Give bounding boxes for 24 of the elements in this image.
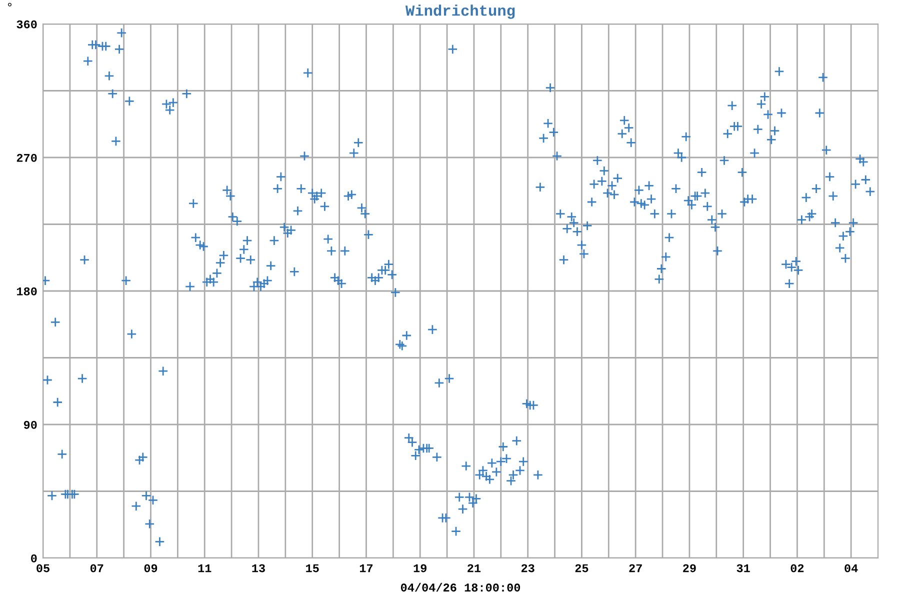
x-tick-label: 21	[468, 564, 481, 572]
x-axis-title: 04/04/26 18:00:00	[400, 582, 520, 592]
x-tick-label: 29	[683, 564, 696, 572]
x-tick-label: 13	[252, 564, 265, 572]
y-tick-label: 270	[16, 154, 37, 162]
x-tick-label: 02	[790, 564, 804, 572]
y-tick-label: 180	[16, 287, 37, 296]
y-tick-label: 0	[31, 554, 37, 562]
x-tick-label: 31	[736, 564, 750, 572]
x-tick-label: 07	[90, 564, 104, 572]
y-tick-label: 90	[24, 420, 37, 429]
x-tick-label: 09	[144, 564, 158, 572]
x-tick-label: 27	[629, 564, 642, 572]
chart-title: Windrichtung	[405, 4, 515, 19]
x-tick-label: 23	[521, 564, 534, 572]
x-tick-label: 19	[414, 564, 426, 572]
y-tick-label: 360	[16, 20, 37, 28]
x-tick-label: 17	[360, 564, 373, 572]
x-tick-label: 25	[575, 564, 588, 572]
x-tick-label: 04	[844, 564, 858, 572]
x-tick-label: 05	[36, 564, 50, 572]
y-axis-title: °	[8, 2, 12, 6]
x-tick-label: 11	[198, 564, 212, 572]
x-tick-label: 15	[306, 564, 319, 572]
